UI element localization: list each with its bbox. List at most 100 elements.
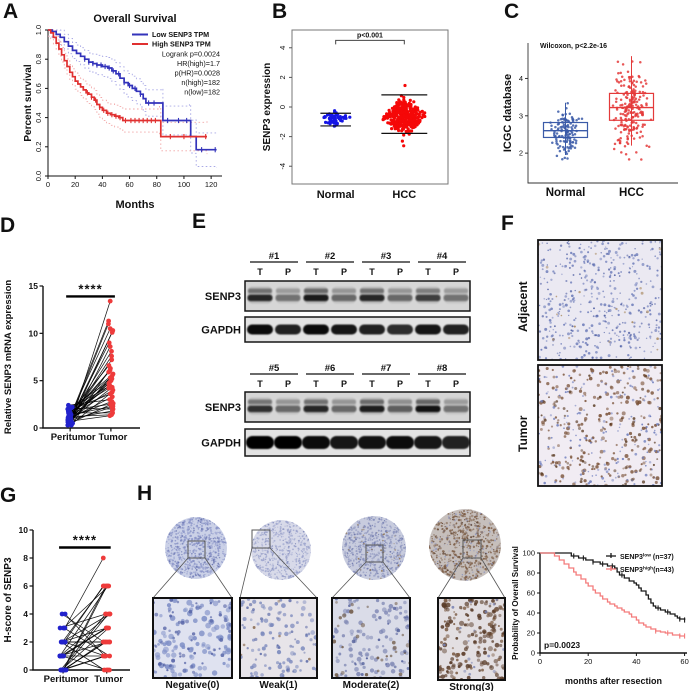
svg-text:Tumor: Tumor <box>98 432 127 443</box>
svg-text:T: T <box>369 267 375 277</box>
svg-text:#6: #6 <box>325 363 336 374</box>
svg-text:GAPDH: GAPDH <box>201 325 241 337</box>
svg-text:n(high)=182: n(high)=182 <box>181 78 220 87</box>
svg-text:120: 120 <box>205 180 218 189</box>
svg-text:T: T <box>425 379 431 389</box>
svg-text:80: 80 <box>153 180 161 189</box>
svg-text:0: 0 <box>23 665 28 675</box>
svg-text:4: 4 <box>278 46 287 50</box>
svg-text:2: 2 <box>23 637 28 647</box>
svg-text:****: **** <box>78 281 102 296</box>
panel-g-label: G <box>0 484 17 507</box>
svg-text:P: P <box>285 267 291 277</box>
svg-text:T: T <box>257 267 263 277</box>
svg-text:#5: #5 <box>269 363 280 374</box>
svg-text:0.2: 0.2 <box>34 142 43 152</box>
svg-text:2: 2 <box>278 75 287 79</box>
panel-f-ihc-images <box>537 239 663 488</box>
svg-text:4: 4 <box>519 74 523 83</box>
svg-text:T: T <box>369 379 375 389</box>
svg-text:T: T <box>257 379 263 389</box>
svg-text:5: 5 <box>33 376 38 386</box>
panel-b-senp3-expression-strip-chart: -4 -2 0 2 4 SENP3 expression Normal HCC p<0.001 <box>246 16 458 208</box>
svg-text:HR(high)=1.7: HR(high)=1.7 <box>177 59 220 68</box>
panel-g-paired-hscore-chart: 0 2 4 6 8 10 **** Peritumor Tumor H-score of SENP… <box>2 494 142 691</box>
svg-text:Normal: Normal <box>546 187 586 199</box>
svg-text:T: T <box>313 379 319 389</box>
svg-text:10: 10 <box>29 328 39 338</box>
svg-text:p<0.001: p<0.001 <box>357 32 383 39</box>
svg-text:-2: -2 <box>278 133 287 140</box>
svg-text:0: 0 <box>278 105 287 109</box>
svg-text:Relative SENP3 mRNA expression: Relative SENP3 mRNA expression <box>3 280 14 435</box>
svg-text:Logrank p=0.0024: Logrank p=0.0024 <box>162 50 220 59</box>
panel-e-western-blot: SENP3 GAPDH #1 T P #2 T P #3 T P #4 T P SENP3 GAPDH #5 T P… <box>168 238 482 470</box>
svg-text:#3: #3 <box>381 251 392 262</box>
svg-text:0: 0 <box>46 180 50 189</box>
svg-text:15: 15 <box>29 281 39 291</box>
svg-text:100: 100 <box>178 180 191 189</box>
svg-text:SENP3 expression: SENP3 expression <box>262 63 273 151</box>
svg-text:2: 2 <box>519 149 523 158</box>
svg-text:Tumor: Tumor <box>94 674 123 685</box>
svg-text:6: 6 <box>23 581 28 591</box>
svg-text:P: P <box>285 379 291 389</box>
svg-text:#4: #4 <box>437 251 448 262</box>
panel-a-label: A <box>3 0 19 23</box>
svg-text:GAPDH: GAPDH <box>201 438 241 450</box>
panel-a-overall-survival-chart: 0 20 40 60 80 100 120 0.0 0.2 0.4 0.6 0.8 1.0 Overall… <box>22 12 232 212</box>
panel-h-label: H <box>137 482 153 505</box>
svg-text:T: T <box>425 267 431 277</box>
svg-text:HCC: HCC <box>619 187 644 199</box>
svg-text:0: 0 <box>33 423 38 433</box>
panel-f-label: F <box>501 212 514 235</box>
svg-text:Weak(1): Weak(1) <box>259 680 297 691</box>
svg-text:#1: #1 <box>269 251 280 262</box>
panel-c-icgc-box-chart: 2 3 4 ICGC database Wilcoxon, p<2.2e-16 Norma… <box>498 22 692 206</box>
svg-text:-4: -4 <box>278 163 287 170</box>
svg-text:P: P <box>341 267 347 277</box>
panel-b-label: B <box>272 0 288 23</box>
svg-text:3: 3 <box>519 111 523 120</box>
svg-text:0.6: 0.6 <box>34 83 43 93</box>
svg-text:Peritumor: Peritumor <box>44 674 89 685</box>
svg-text:Normal: Normal <box>317 189 355 201</box>
panel-d-paired-mrna-chart: 0 5 10 15 **** Peritumor Tumor Relative SENP3 m… <box>2 244 148 462</box>
svg-text:P: P <box>341 379 347 389</box>
svg-text:0.0: 0.0 <box>34 171 43 181</box>
svg-text:Low SENP3 TPM: Low SENP3 TPM <box>152 30 209 39</box>
svg-text:4: 4 <box>23 609 28 619</box>
svg-text:1.0: 1.0 <box>34 25 43 35</box>
svg-text:T: T <box>313 267 319 277</box>
panel-f-adjacent-label: Adjacent <box>516 281 530 332</box>
svg-text:Wilcoxon, p<2.2e-16: Wilcoxon, p<2.2e-16 <box>540 43 607 50</box>
panel-h-ihc-cores: Negative(0) Weak(1) Moderate(2) Strong(3) <box>140 494 540 691</box>
svg-text:8: 8 <box>23 553 28 563</box>
panel-f-tumor-label: Tumor <box>516 415 530 452</box>
svg-text:n(low)=182: n(low)=182 <box>184 88 220 97</box>
panel-e-label: E <box>192 210 207 233</box>
svg-text:#8: #8 <box>437 363 448 374</box>
svg-text:Negative(0): Negative(0) <box>166 680 220 691</box>
svg-text:Peritumor: Peritumor <box>51 432 96 443</box>
svg-text:P: P <box>453 267 459 277</box>
svg-text:Overall Survival: Overall Survival <box>93 13 176 25</box>
svg-text:P: P <box>453 379 459 389</box>
svg-text:20: 20 <box>71 180 79 189</box>
svg-text:High SENP3 TPM: High SENP3 TPM <box>152 40 211 49</box>
svg-text:#7: #7 <box>381 363 392 374</box>
svg-text:10: 10 <box>19 525 29 535</box>
svg-text:0.4: 0.4 <box>34 112 43 122</box>
svg-text:60: 60 <box>125 180 133 189</box>
svg-text:P: P <box>397 267 403 277</box>
svg-text:0.8: 0.8 <box>34 54 43 64</box>
svg-text:Months: Months <box>115 199 154 211</box>
svg-text:Moderate(2): Moderate(2) <box>343 680 400 691</box>
svg-text:#2: #2 <box>325 251 336 262</box>
panel-c-label: C <box>504 0 520 23</box>
panel-d-label: D <box>0 214 16 237</box>
svg-text:H-score of SENP3: H-score of SENP3 <box>3 557 14 642</box>
svg-text:HCC: HCC <box>392 189 416 201</box>
svg-text:Percent survival: Percent survival <box>23 64 34 141</box>
